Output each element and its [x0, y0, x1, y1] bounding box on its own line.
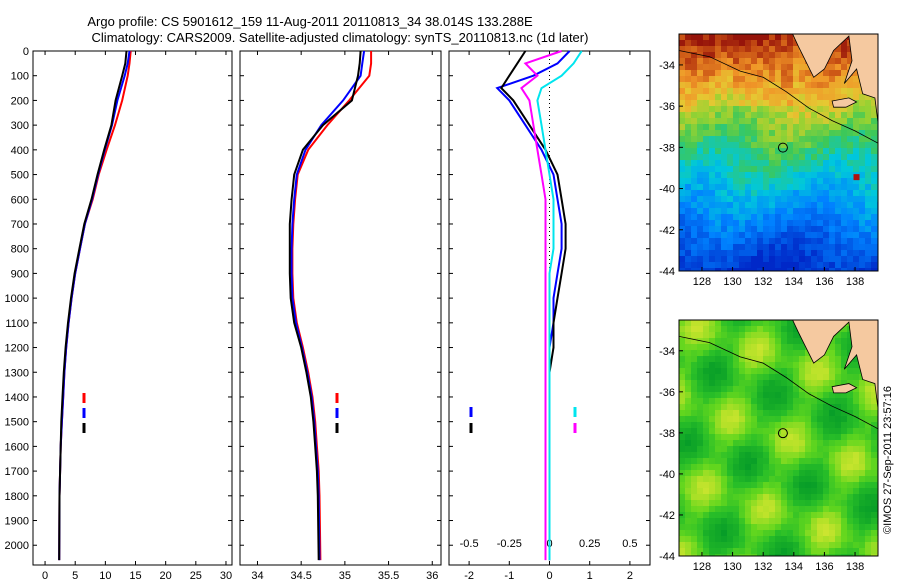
y-tick-label: -42 — [659, 510, 675, 522]
y-tick-label: 700 — [11, 219, 29, 231]
y-tick-label: 1200 — [5, 343, 29, 355]
series-line-temperature-2 — [58, 50, 128, 561]
map-field — [679, 320, 878, 556]
x-tick-label: 138 — [846, 561, 864, 573]
y-tick-label: 1900 — [5, 516, 29, 528]
y-tick-label: -36 — [659, 387, 675, 399]
series-line-salinity-2 — [288, 50, 362, 561]
series-line-difference-2 — [536, 50, 583, 561]
x-tick-label: 5 — [72, 570, 78, 580]
plot-frame — [239, 50, 442, 566]
kangaroo-island — [831, 383, 858, 394]
y-tick-label: 1700 — [5, 466, 29, 478]
series-line-difference-3 — [520, 50, 562, 561]
y-tick-label: -34 — [659, 346, 675, 358]
map-field — [679, 34, 878, 271]
x-tick-label: 20 — [160, 570, 172, 580]
x-tick-label: 34.5 — [290, 570, 311, 580]
side-stamp: ©IMOS 27-Sep-2011 23:57:16 — [882, 386, 894, 534]
y-tick-label: -44 — [659, 551, 675, 563]
y-tick-label: -36 — [659, 101, 675, 113]
x-tick-label: 130 — [723, 276, 741, 288]
x-tick-label: 134 — [785, 561, 803, 573]
x-tick-label: 138 — [846, 276, 864, 288]
y-tick-label: 0 — [23, 46, 29, 58]
y-tick-label: -38 — [659, 142, 675, 154]
x-tick-label: -2 — [464, 570, 474, 580]
panel-sst_map: 128 130 132 134 136 138 -34 -36 -38 -40 -42 -44 — [659, 33, 879, 288]
x-tick-label: 0 — [546, 570, 552, 580]
panel-salinity: 34 34.5 35 35.5 36 — [239, 50, 442, 580]
y-tick-label: -42 — [659, 225, 675, 237]
argo-position-marker — [777, 142, 788, 153]
s-tick-label: -0.5 — [460, 538, 479, 550]
x-tick-label: 136 — [815, 276, 833, 288]
y-tick-label: -40 — [659, 469, 675, 481]
y-tick-label: -34 — [659, 60, 675, 72]
hot-spot — [853, 174, 860, 181]
x-tick-label: 0 — [42, 570, 48, 580]
x-tick-label: 2 — [627, 570, 633, 580]
y-tick-label: 1000 — [5, 293, 29, 305]
x-tick-label: 35.5 — [378, 570, 399, 580]
y-tick-label: 1400 — [5, 392, 29, 404]
y-tick-label: 400 — [11, 145, 29, 157]
title-line-2: Climatology: CARS2009. Satellite-adjuste… — [92, 30, 589, 45]
panel-sla_map: 128 130 132 134 136 138 -34 -36 -38 -40 -42 -44 — [659, 319, 879, 573]
x-tick-label: -1 — [504, 570, 514, 580]
x-tick-label: 34 — [251, 570, 263, 580]
x-tick-label: 128 — [693, 561, 711, 573]
s-tick-label: -0.25 — [497, 538, 522, 550]
x-tick-label: 134 — [785, 276, 803, 288]
x-tick-label: 130 — [723, 561, 741, 573]
x-tick-label: 136 — [815, 561, 833, 573]
x-tick-label: 35 — [339, 570, 351, 580]
y-tick-label: 2000 — [5, 540, 29, 552]
y-tick-label: 1100 — [5, 318, 29, 330]
plot-frame — [32, 50, 233, 566]
y-tick-label: 300 — [11, 120, 29, 132]
y-tick-label: 800 — [11, 244, 29, 256]
y-tick-label: -38 — [659, 428, 675, 440]
map-frame — [678, 33, 879, 272]
y-tick-label: 1500 — [5, 417, 29, 429]
y-tick-label: 100 — [11, 71, 29, 83]
y-tick-label: 600 — [11, 194, 29, 206]
kangaroo-island — [831, 97, 858, 108]
y-tick-label: 1300 — [5, 367, 29, 379]
land — [679, 320, 878, 409]
y-tick-label: 500 — [11, 170, 29, 182]
x-tick-label: 25 — [190, 570, 202, 580]
y-tick-label: 200 — [11, 95, 29, 107]
y-tick-label: -44 — [659, 266, 675, 278]
s-tick-label: 0.25 — [579, 538, 600, 550]
x-tick-label: 10 — [99, 570, 111, 580]
x-tick-label: 15 — [129, 570, 141, 580]
x-tick-label: 36 — [426, 570, 438, 580]
panel-temperature: 0100200300400500600700800900100011001200… — [5, 46, 233, 580]
title-line-1: Argo profile: CS 5901612_159 11-Aug-2011… — [87, 14, 533, 29]
y-tick-label: -40 — [659, 184, 675, 196]
s-tick-label: 0.5 — [622, 538, 637, 550]
y-tick-label: 1600 — [5, 441, 29, 453]
x-tick-label: 1 — [587, 570, 593, 580]
shelf-contour — [679, 50, 878, 144]
y-tick-label: 900 — [11, 268, 29, 280]
x-tick-label: 132 — [754, 561, 772, 573]
x-tick-label: 30 — [220, 570, 232, 580]
shelf-contour — [679, 336, 878, 430]
y-tick-label: 1800 — [5, 491, 29, 503]
map-frame — [678, 319, 879, 557]
argo-position-marker — [777, 428, 788, 439]
x-tick-label: 132 — [754, 276, 772, 288]
x-tick-label: 128 — [693, 276, 711, 288]
land — [679, 34, 878, 123]
panel-difference: -2 -1 0 1 2-0.5 -0.25 0 0.25 0.5 — [448, 50, 651, 580]
